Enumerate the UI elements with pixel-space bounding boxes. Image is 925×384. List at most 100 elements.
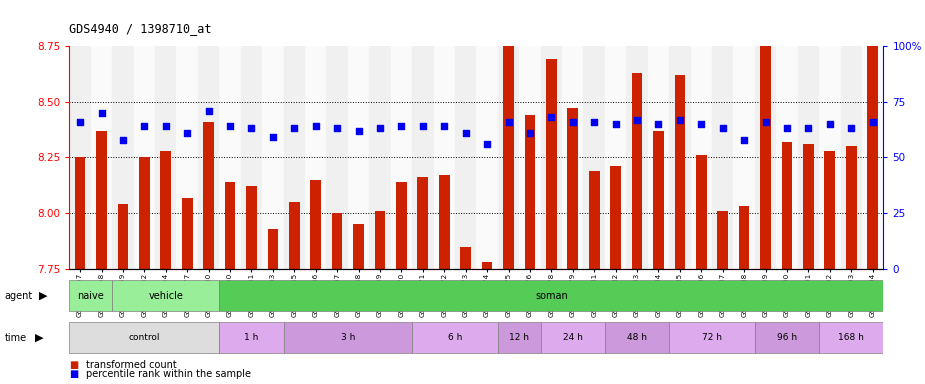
Point [651, 121, 666, 127]
Point [736, 137, 751, 143]
Bar [503, 10, 514, 269]
Bar [311, 180, 321, 269]
Bar [413, 46, 434, 269]
Bar [348, 46, 369, 269]
Point [844, 126, 858, 132]
Bar [417, 177, 428, 269]
Bar [674, 75, 685, 269]
Text: 12 h: 12 h [510, 333, 529, 343]
Point [780, 126, 795, 132]
Point [287, 126, 302, 132]
Point [865, 119, 880, 125]
Bar [219, 323, 284, 353]
Bar [289, 202, 300, 269]
Bar [519, 46, 540, 269]
Bar [267, 229, 278, 269]
Bar [540, 323, 605, 353]
Bar [284, 323, 413, 353]
Text: soman: soman [535, 291, 568, 301]
Bar [160, 151, 171, 269]
Bar [524, 115, 536, 269]
Point [73, 119, 88, 125]
Bar [755, 46, 776, 269]
Bar [69, 46, 91, 269]
Bar [332, 213, 342, 269]
Text: 96 h: 96 h [777, 333, 797, 343]
Bar [112, 46, 133, 269]
Bar [177, 46, 198, 269]
Text: 1 h: 1 h [244, 333, 259, 343]
Bar [498, 46, 519, 269]
Bar [69, 280, 112, 311]
Bar [797, 46, 820, 269]
Bar [653, 131, 664, 269]
Bar [803, 144, 814, 269]
Text: naive: naive [78, 291, 105, 301]
Bar [219, 46, 240, 269]
Bar [117, 204, 129, 269]
Bar [305, 46, 327, 269]
Text: percentile rank within the sample: percentile rank within the sample [86, 369, 251, 379]
Bar [390, 46, 413, 269]
Text: control: control [129, 333, 160, 343]
Bar [562, 46, 584, 269]
Point [373, 126, 388, 132]
Text: vehicle: vehicle [148, 291, 183, 301]
Bar [841, 46, 862, 269]
Bar [820, 323, 883, 353]
Bar [139, 157, 150, 269]
Bar [91, 46, 112, 269]
Text: 72 h: 72 h [702, 333, 722, 343]
Bar [632, 73, 642, 269]
Bar [482, 262, 492, 269]
Text: ▶: ▶ [39, 291, 47, 301]
Text: GDS4940 / 1398710_at: GDS4940 / 1398710_at [69, 22, 212, 35]
Bar [198, 46, 219, 269]
Point [523, 130, 537, 136]
Point [116, 137, 130, 143]
Bar [584, 46, 605, 269]
Bar [696, 155, 707, 269]
Text: 24 h: 24 h [562, 333, 583, 343]
Bar [540, 46, 562, 269]
Point [501, 119, 516, 125]
Bar [605, 46, 626, 269]
Point [415, 123, 430, 129]
Bar [438, 175, 450, 269]
Bar [498, 323, 540, 353]
Point [801, 126, 816, 132]
Bar [369, 46, 390, 269]
Bar [182, 197, 192, 269]
Bar [610, 166, 621, 269]
Bar [112, 280, 219, 311]
Bar [862, 46, 883, 269]
Bar [375, 211, 386, 269]
Bar [461, 247, 471, 269]
Text: transformed count: transformed count [86, 360, 177, 370]
Bar [133, 46, 155, 269]
Bar [455, 46, 476, 269]
Bar [648, 46, 669, 269]
Bar [605, 323, 669, 353]
Point [630, 116, 645, 122]
Bar [262, 46, 284, 269]
Bar [284, 46, 305, 269]
Point [329, 126, 344, 132]
Point [308, 123, 323, 129]
Bar [760, 24, 771, 269]
Point [609, 121, 623, 127]
Bar [567, 108, 578, 269]
Point [394, 123, 409, 129]
Text: 6 h: 6 h [448, 333, 462, 343]
Point [352, 127, 366, 134]
Point [94, 110, 109, 116]
Bar [782, 142, 793, 269]
Text: ■: ■ [69, 360, 79, 370]
Bar [476, 46, 498, 269]
Bar [669, 323, 755, 353]
Bar [353, 224, 364, 269]
Point [715, 126, 730, 132]
Point [265, 134, 280, 141]
Bar [434, 46, 455, 269]
Bar [75, 157, 85, 269]
